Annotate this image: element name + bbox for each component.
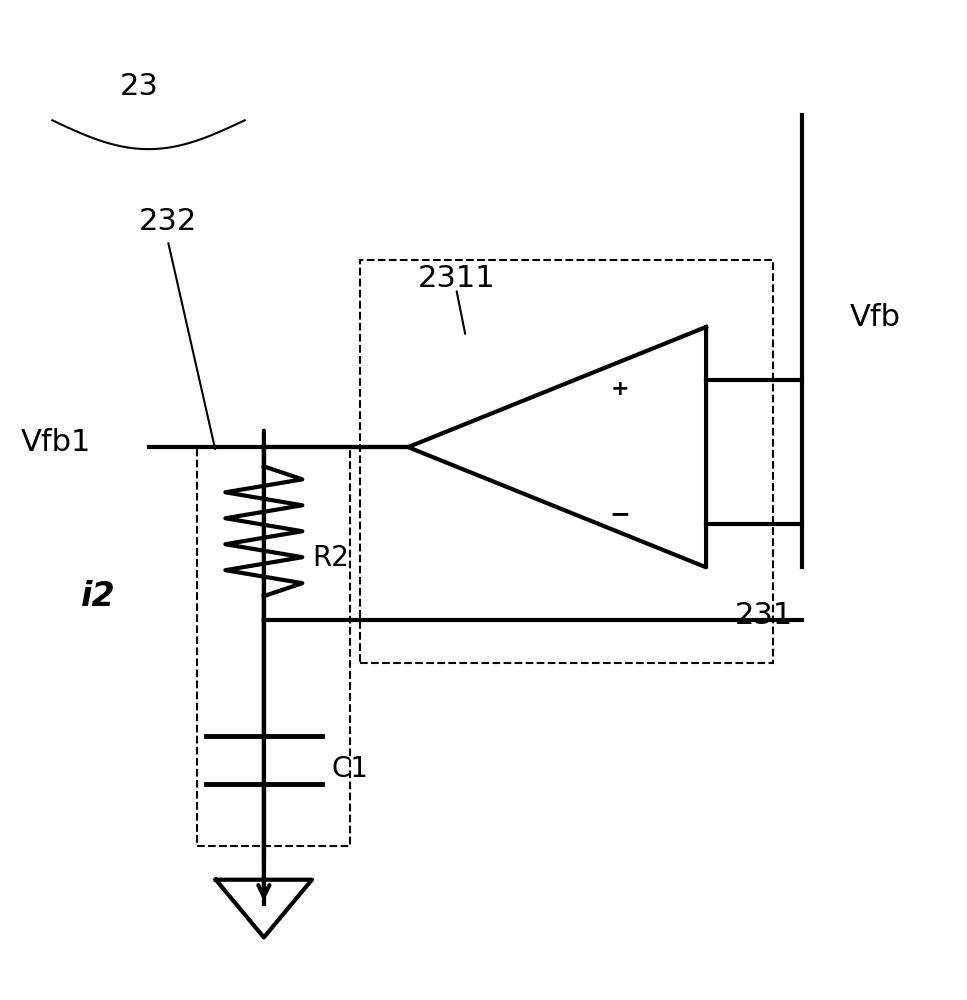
Text: +: +	[610, 379, 629, 399]
Text: R2: R2	[312, 544, 349, 572]
Text: 232: 232	[139, 207, 197, 236]
Text: −: −	[609, 502, 630, 526]
Text: i2: i2	[81, 580, 116, 613]
Text: Vfb: Vfb	[850, 303, 901, 332]
Bar	[360, 260, 774, 663]
Text: C1: C1	[331, 755, 368, 783]
Text: 231: 231	[735, 601, 793, 630]
Bar	[196, 447, 350, 846]
Text: 2311: 2311	[418, 264, 495, 293]
Text: 23: 23	[120, 72, 159, 101]
Text: Vfb1: Vfb1	[20, 428, 91, 457]
